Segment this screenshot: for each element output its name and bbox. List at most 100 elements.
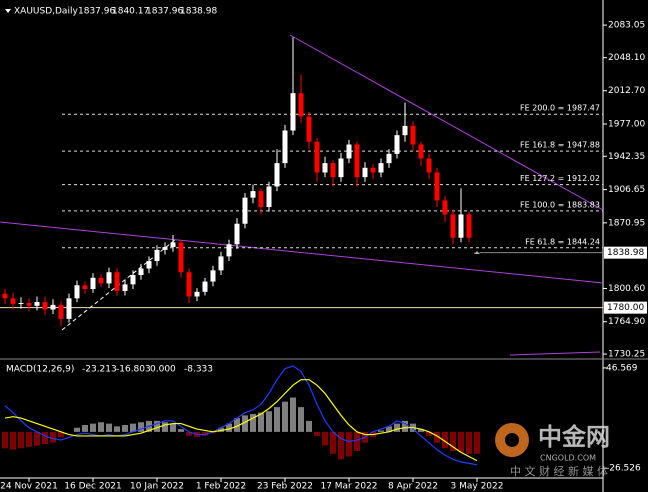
x-tick-label: 24 Nov 2021 — [0, 482, 58, 492]
fib-label: FE 61.8 = 1844.24 — [525, 237, 600, 246]
candle-body — [202, 281, 208, 292]
y-tick-label: 1800.60 — [608, 284, 645, 294]
candle-body — [474, 252, 480, 254]
candle-body — [82, 285, 88, 290]
macd-title: MACD(12,26,9) — [6, 365, 74, 375]
candle-body — [458, 214, 464, 238]
fib-label: FE 127.2 = 1912.02 — [520, 174, 600, 183]
candle-body — [66, 298, 72, 319]
price-box — [604, 301, 647, 314]
price-box — [604, 246, 647, 259]
y-tick-label: 1870.95 — [608, 218, 645, 228]
candle-body — [74, 285, 80, 299]
macd-value: 0.000 — [150, 365, 176, 375]
candle-body — [178, 242, 184, 273]
x-tick-label: 1 Feb 2022 — [196, 482, 246, 492]
watermark-tagline: 中 文 财 经 新 媒 体 — [510, 464, 608, 478]
y-tick-label: 2012.70 — [608, 86, 645, 96]
title-value: 1837.96 — [78, 7, 115, 17]
candle-body — [218, 256, 224, 271]
candle-body — [306, 116, 312, 142]
watermark-brand: 中金网 — [538, 423, 610, 451]
candle-body — [98, 277, 104, 284]
x-tick-label: 10 Jan 2022 — [130, 482, 184, 492]
fib-label: FE 200.0 = 1987.47 — [520, 104, 600, 113]
candle-body — [466, 214, 472, 238]
candle-body — [242, 197, 248, 224]
y-tick-label: 1730.25 — [608, 350, 645, 360]
trendline — [289, 34, 604, 211]
chart-title: XAUUSD,Daily — [14, 7, 78, 17]
candle-body — [314, 141, 320, 173]
candle-body — [26, 302, 32, 306]
y-tick-label: 1977.00 — [608, 119, 645, 129]
candle-body — [322, 163, 328, 173]
candle-body — [378, 163, 384, 173]
candle-body — [354, 144, 360, 178]
y-tick-label: 1942.35 — [608, 152, 645, 162]
watermark: 中金网 CNGOLD.COM 中 文 财 经 新 媒 体 — [495, 423, 610, 478]
price-box-label: 1838.98 — [607, 248, 644, 258]
y-tick-label: 46.569 — [606, 363, 638, 373]
y-tick-label: 1764.90 — [608, 317, 645, 327]
candle-body — [50, 304, 56, 310]
candle-body — [106, 272, 112, 284]
x-tick-label: 16 Dec 2021 — [64, 482, 122, 492]
fib-label: FE 100.0 = 1883.83 — [520, 200, 600, 209]
x-tick-label: 3 May 2022 — [451, 482, 504, 492]
candle-body — [234, 223, 240, 245]
candle-body — [338, 158, 344, 178]
logo — [505, 433, 519, 447]
candle-body — [266, 186, 272, 207]
candle-body — [274, 163, 280, 187]
trendline — [0, 221, 604, 284]
candle-body — [114, 272, 120, 291]
candle-body — [162, 247, 168, 250]
candle-body — [450, 214, 456, 238]
candle-body — [90, 277, 96, 290]
candle-body — [402, 125, 408, 136]
fib-label: FE 161.8 = 1947.88 — [520, 141, 600, 150]
watermark-site: CNGOLD.COM — [540, 454, 596, 463]
macd-line — [4, 379, 478, 462]
candle-body — [122, 284, 128, 291]
candle-body — [346, 144, 352, 159]
candle-body — [58, 304, 64, 319]
candle-body — [146, 261, 152, 269]
title-value: 1840.17 — [112, 7, 149, 17]
candle-body — [154, 249, 160, 262]
candle-body — [410, 125, 416, 145]
candle-body — [282, 130, 288, 164]
candle-body — [394, 135, 400, 154]
candle-body — [138, 268, 144, 276]
candle-body — [194, 291, 200, 297]
candle-body — [290, 93, 296, 131]
candle-body — [362, 167, 368, 178]
candle-body — [250, 191, 256, 198]
candle-body — [130, 275, 136, 285]
price-box-label: 1780.00 — [607, 303, 644, 313]
x-tick-label: 17 Mar 2022 — [320, 482, 377, 492]
candle-body — [330, 163, 336, 178]
x-tick-label: 23 Feb 2022 — [257, 482, 313, 492]
candle-body — [370, 167, 376, 173]
candle-body — [386, 153, 392, 164]
macd-value: -8.333 — [184, 365, 213, 375]
candle-body — [42, 302, 48, 310]
candle-body — [434, 172, 440, 201]
candle-body — [18, 302, 24, 304]
candle-body — [418, 144, 424, 159]
candle-body — [298, 93, 304, 117]
y-tick-label: -26.526 — [606, 464, 641, 474]
candle-body — [10, 298, 16, 304]
title-value: 1838.98 — [180, 7, 217, 17]
macd-value: -23.213 — [82, 365, 117, 375]
candle-body — [442, 200, 448, 215]
y-tick-label: 2048.10 — [608, 53, 645, 63]
candle-body — [426, 158, 432, 173]
trendline — [509, 351, 601, 356]
candle-body — [226, 244, 232, 257]
title-value: 1837.96 — [146, 7, 183, 17]
